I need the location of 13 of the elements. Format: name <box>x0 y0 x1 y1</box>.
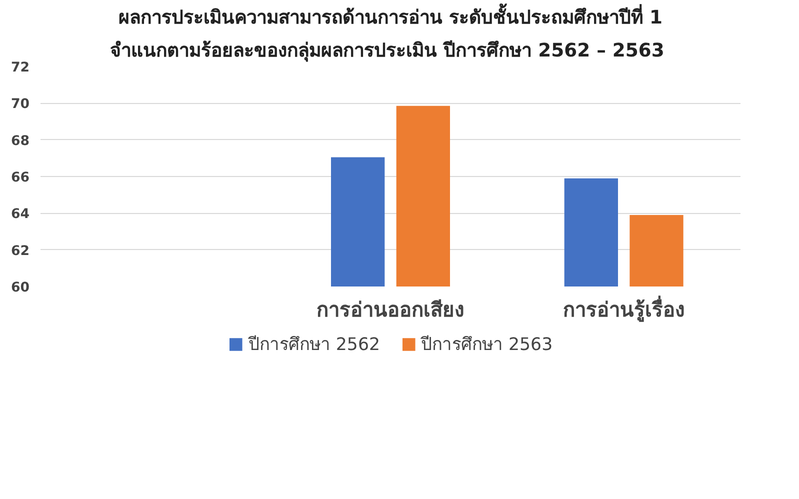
x-tick-label: การอ่านออกเสียง <box>316 298 464 322</box>
chart-title: ผลการประเมินความสามารถด้านการอ่าน ระดับชั้นประถมศึกษาปีที่ 1 <box>118 4 662 28</box>
legend-label: ปีการศึกษา 2563 <box>421 334 553 357</box>
x-tick-label: การอ่านรู้เรื่อง <box>562 294 685 324</box>
y-tick-label: 62 <box>10 244 30 259</box>
chart-subtitle: จำแนกตามร้อยละของกลุ่มผลการประเมิน ปีการศึกษา 2562 – 2563 <box>110 40 664 62</box>
y-tick-label: 66 <box>10 170 30 186</box>
y-tick-label: 70 <box>10 97 30 112</box>
y-tick-label: 64 <box>10 207 30 222</box>
legend-label: ปีการศึกษา 2562 <box>248 334 380 357</box>
y-tick-label: 60 <box>10 280 30 296</box>
y-tick-label: 68 <box>10 134 30 149</box>
y-tick-label: 72 <box>10 60 30 76</box>
